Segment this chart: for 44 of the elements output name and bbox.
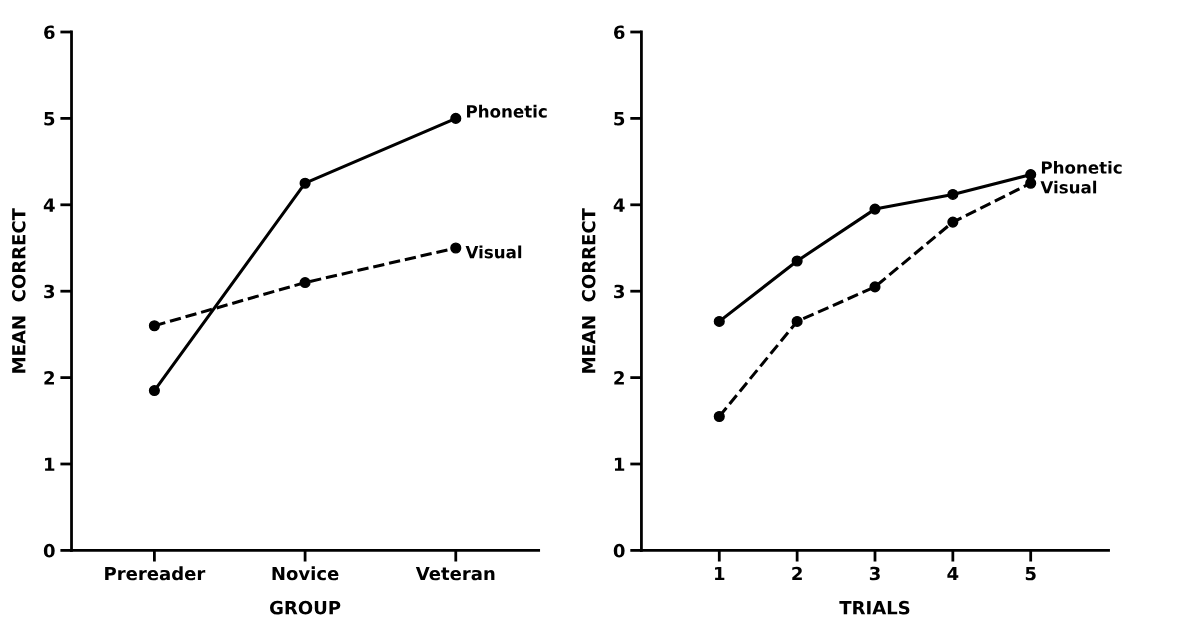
y-tick-label: 2 bbox=[614, 371, 624, 385]
x-tick-label: 2 bbox=[792, 566, 802, 581]
point bbox=[299, 277, 311, 289]
x-tick-label: 4 bbox=[947, 566, 959, 581]
point bbox=[450, 242, 462, 254]
y-tick-label: 4 bbox=[613, 198, 625, 212]
point bbox=[947, 216, 959, 228]
point bbox=[869, 203, 881, 215]
y-tick-label: 6 bbox=[614, 25, 625, 40]
point bbox=[713, 315, 725, 327]
point bbox=[299, 177, 311, 189]
x-tick-label: Novice bbox=[272, 566, 339, 581]
y-axis-title: MEAN CORRECT bbox=[11, 208, 26, 373]
point bbox=[713, 410, 725, 423]
x-tick-label: Veteran bbox=[415, 566, 495, 581]
y-axis-title: MEAN CORRECT bbox=[581, 208, 596, 373]
y-tick-label: 0 bbox=[613, 543, 625, 558]
y-tick-label: 6 bbox=[44, 25, 55, 40]
point bbox=[148, 385, 160, 397]
series-label: Visual bbox=[465, 245, 522, 259]
y-tick-label: 1 bbox=[614, 457, 625, 471]
series-label: Visual bbox=[1040, 180, 1097, 194]
x-tick-label: Prereader bbox=[105, 566, 206, 581]
y-tick-label: 3 bbox=[614, 284, 625, 299]
y-tick-label: 5 bbox=[44, 112, 55, 126]
y-tick-label: 2 bbox=[44, 371, 54, 385]
point bbox=[791, 315, 803, 327]
point bbox=[791, 255, 803, 267]
y-tick-label: 4 bbox=[43, 198, 55, 212]
y-tick-label: 1 bbox=[45, 457, 55, 471]
point bbox=[148, 320, 160, 332]
series-label: Phonetic bbox=[1041, 160, 1122, 174]
point bbox=[869, 281, 881, 293]
x-axis-title: TRIALS bbox=[839, 600, 910, 615]
x-tick-label: 3 bbox=[869, 566, 880, 581]
y-tick-label: 5 bbox=[614, 112, 625, 126]
y-tick-label: 3 bbox=[44, 284, 55, 299]
point bbox=[947, 188, 959, 200]
y-tick-label: 0 bbox=[43, 543, 55, 558]
x-axis-title: GROUP bbox=[270, 600, 341, 615]
x-tick-label: 1 bbox=[715, 566, 725, 581]
x-tick-label: 5 bbox=[1025, 566, 1036, 581]
point bbox=[450, 112, 462, 124]
series-label: Phonetic bbox=[467, 104, 547, 118]
